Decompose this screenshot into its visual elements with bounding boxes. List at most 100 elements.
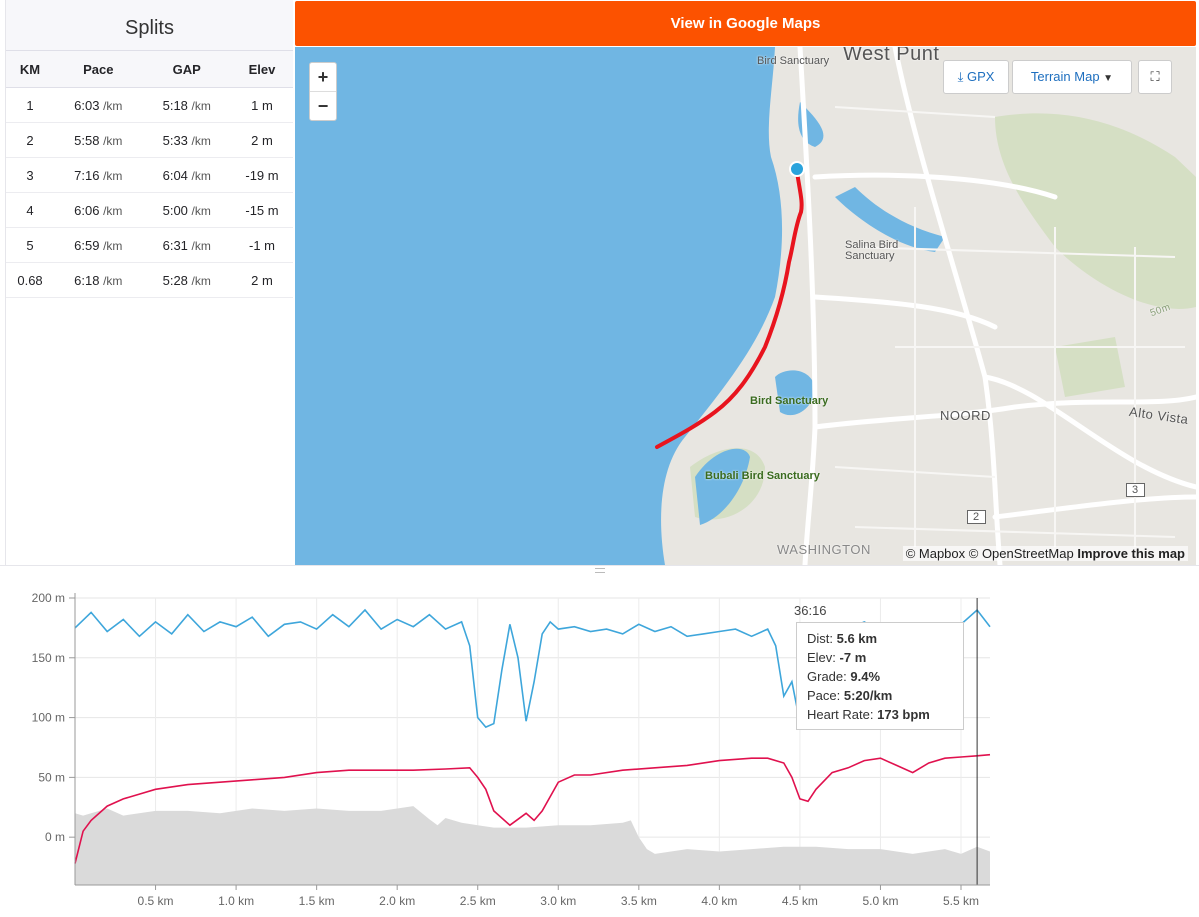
y-tick-label: 200 m bbox=[32, 591, 65, 605]
zoom-control: + − bbox=[309, 62, 337, 121]
split-gap: 5:28 /km bbox=[142, 262, 231, 298]
chart-series bbox=[74, 598, 991, 885]
x-tick-label: 1.0 km bbox=[218, 894, 254, 908]
tooltip-hr: Heart Rate: 173 bpm bbox=[807, 705, 953, 724]
x-tick-label: 5.0 km bbox=[862, 894, 898, 908]
splits-title: Splits bbox=[6, 0, 293, 51]
split-row: 1 6:03 /km 5:18 /km 1 m bbox=[6, 87, 293, 123]
split-row: 4 6:06 /km 5:00 /km -15 m bbox=[6, 192, 293, 228]
split-km: 5 bbox=[6, 227, 55, 263]
gpx-label: GPX bbox=[966, 69, 995, 84]
chart-axes: 200 m 150 m 100 m 50 m 0 m 0.5 km 1.0 km 1.5 km… bbox=[32, 591, 990, 908]
tooltip-pace-value: 5:20/km bbox=[843, 688, 893, 703]
y-tick-label: 50 m bbox=[38, 770, 65, 784]
split-pace: 5:58 /km bbox=[54, 122, 143, 158]
label-bird-sanctuary-top: Bird Sanctuary bbox=[757, 55, 830, 67]
route-shield-2: 2 bbox=[967, 510, 986, 524]
attribution-text: © Mapbox © OpenStreetMap bbox=[905, 546, 1074, 561]
label-salina: Salina Bird Sanctuary bbox=[845, 239, 899, 262]
splits-table: KM Pace GAP Elev 1 6:03 /km 5:18 /km 1 m 2 5:… bbox=[6, 51, 293, 298]
header-gap: GAP bbox=[142, 51, 231, 88]
tooltip-grade-value: 9.4% bbox=[850, 669, 881, 684]
split-elev: 1 m bbox=[230, 87, 293, 123]
tooltip-hr-value: 173 bpm bbox=[877, 707, 930, 722]
split-km: 3 bbox=[6, 157, 55, 193]
x-tick-label: 0.5 km bbox=[138, 894, 174, 908]
pace-line bbox=[74, 753, 991, 864]
split-elev: -1 m bbox=[230, 227, 293, 263]
tooltip-grade-label: Grade: bbox=[807, 669, 847, 684]
split-gap: 5:00 /km bbox=[142, 192, 231, 228]
label-washington: WASHINGTON bbox=[777, 542, 871, 557]
tooltip-dist-value: 5.6 km bbox=[836, 631, 878, 646]
x-tick-label: 3.5 km bbox=[621, 894, 657, 908]
split-row: 5 6:59 /km 6:31 /km -1 m bbox=[6, 227, 293, 263]
download-icon: ⤓ bbox=[957, 69, 964, 84]
sea-area bbox=[295, 47, 783, 565]
x-tick-label: 5.5 km bbox=[943, 894, 979, 908]
split-row: 2 5:58 /km 5:33 /km 2 m bbox=[6, 122, 293, 158]
split-pace: 6:06 /km bbox=[54, 192, 143, 228]
chart-tooltip: Dist: 5.6 km Elev: -7 m Grade: 9.4% Pace… bbox=[796, 622, 964, 730]
tooltip-grade: Grade: 9.4% bbox=[807, 667, 953, 686]
split-row: 3 7:16 /km 6:04 /km -19 m bbox=[6, 157, 293, 193]
tooltip-time: 36:16 bbox=[794, 603, 827, 618]
split-pace: 6:03 /km bbox=[54, 87, 143, 123]
y-tick-label: 0 m bbox=[45, 830, 65, 844]
header-km: KM bbox=[6, 51, 55, 88]
tooltip-elev-value: -7 m bbox=[839, 650, 867, 665]
y-tick-label: 150 m bbox=[32, 651, 65, 665]
drag-handle-icon bbox=[594, 568, 605, 573]
park-area bbox=[995, 113, 1196, 309]
tooltip-pace-label: Pace: bbox=[807, 688, 841, 703]
splits-panel: Splits KM Pace GAP Elev 1 6:03 /km 5:18 /k… bbox=[5, 0, 293, 565]
x-tick-label: 4.5 km bbox=[782, 894, 818, 908]
split-km: 0.68 bbox=[6, 262, 55, 298]
terrain-label: Terrain Map bbox=[1030, 69, 1100, 84]
label-noord: NOORD bbox=[940, 408, 991, 423]
start-marker bbox=[789, 161, 805, 177]
label-bubali: Bubali Bird Sanctuary bbox=[705, 470, 820, 482]
label-west-punt: West Punt bbox=[843, 47, 940, 65]
route-shield-3: 3 bbox=[1126, 483, 1145, 497]
improve-map-link[interactable]: Improve this map bbox=[1077, 546, 1185, 561]
label-bird-sanctuary: Bird Sanctuary bbox=[750, 395, 829, 407]
route-map[interactable]: West Punt Bird Sanctuary Salina Bird San… bbox=[295, 47, 1196, 565]
terrain-map-dropdown[interactable]: Terrain Map ▼ bbox=[1012, 60, 1132, 94]
tooltip-elev: Elev: -7 m bbox=[807, 648, 953, 667]
header-elev: Elev bbox=[230, 51, 293, 88]
gpx-download-button[interactable]: ⤓ GPX bbox=[943, 60, 1009, 94]
y-tick-label: 100 m bbox=[32, 711, 65, 725]
tooltip-hr-label: Heart Rate: bbox=[807, 707, 874, 722]
fullscreen-button[interactable]: ⛶ bbox=[1138, 60, 1172, 94]
x-tick-label: 3.0 km bbox=[540, 894, 576, 908]
tooltip-dist: Dist: 5.6 km bbox=[807, 629, 953, 648]
split-row: 0.68 6:18 /km 5:28 /km 2 m bbox=[6, 262, 293, 298]
split-gap: 5:18 /km bbox=[142, 87, 231, 123]
zoom-in-button[interactable]: + bbox=[317, 67, 329, 87]
split-gap: 6:04 /km bbox=[142, 157, 231, 193]
header-pace: Pace bbox=[54, 51, 143, 88]
x-tick-label: 4.0 km bbox=[701, 894, 737, 908]
lagoon-bird bbox=[775, 370, 815, 416]
map-attribution: © Mapbox © OpenStreetMap Improve this ma… bbox=[902, 546, 1188, 561]
split-elev: 2 m bbox=[230, 122, 293, 158]
tooltip-elev-label: Elev: bbox=[807, 650, 836, 665]
zoom-out-button[interactable]: − bbox=[310, 91, 336, 120]
view-in-google-maps-button[interactable]: View in Google Maps bbox=[295, 1, 1196, 46]
split-elev: -19 m bbox=[230, 157, 293, 193]
map-canvas bbox=[295, 47, 1196, 565]
resize-divider[interactable] bbox=[0, 565, 1199, 574]
split-elev: -15 m bbox=[230, 192, 293, 228]
split-km: 4 bbox=[6, 192, 55, 228]
elevation-chart[interactable]: 200 m 150 m 100 m 50 m 0 m 0.5 km 1.0 km 1.5 km… bbox=[0, 573, 1199, 917]
caret-down-icon: ▼ bbox=[1103, 73, 1114, 84]
route-line bbox=[655, 170, 804, 449]
x-tick-label: 2.0 km bbox=[379, 894, 415, 908]
split-km: 2 bbox=[6, 122, 55, 158]
x-tick-label: 2.5 km bbox=[460, 894, 496, 908]
split-pace: 7:16 /km bbox=[54, 157, 143, 193]
tooltip-dist-label: Dist: bbox=[807, 631, 833, 646]
splits-header-row: KM Pace GAP Elev bbox=[6, 51, 293, 88]
lagoon-bubali bbox=[695, 448, 750, 525]
